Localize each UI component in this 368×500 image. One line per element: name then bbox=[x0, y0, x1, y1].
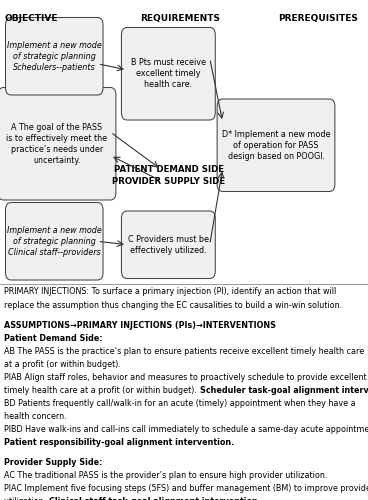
Text: AC The traditional PASS is the provider’s plan to ensure high provider utilizati: AC The traditional PASS is the provider’… bbox=[4, 471, 328, 480]
Text: PREREQUISITES: PREREQUISITES bbox=[278, 14, 358, 23]
FancyBboxPatch shape bbox=[6, 202, 103, 280]
Text: AB The PASS is the practice’s plan to ensure patients receive excellent timely h: AB The PASS is the practice’s plan to en… bbox=[4, 346, 365, 356]
Text: C Providers must be
effectively utilized.: C Providers must be effectively utilized… bbox=[128, 234, 209, 255]
Text: timely health care at a profit (or within budget).: timely health care at a profit (or withi… bbox=[4, 386, 200, 394]
Text: ASSUMPTIONS→PRIMARY INJECTIONS (PIs)→INTERVENTIONS: ASSUMPTIONS→PRIMARY INJECTIONS (PIs)→INT… bbox=[4, 320, 276, 330]
Text: PATIENT DEMAND SIDE: PATIENT DEMAND SIDE bbox=[114, 165, 223, 174]
Text: Patient Demand Side:: Patient Demand Side: bbox=[4, 334, 103, 342]
Text: health concern.: health concern. bbox=[4, 412, 67, 420]
FancyBboxPatch shape bbox=[217, 99, 335, 192]
Text: OBJECTIVE: OBJECTIVE bbox=[4, 14, 58, 23]
Text: replace the assumption thus changing the EC causalities to build a win-win solut: replace the assumption thus changing the… bbox=[4, 300, 343, 310]
Text: B Pts must receive
excellent timely
health care.: B Pts must receive excellent timely heal… bbox=[131, 58, 206, 90]
Text: BD Patients frequently call/walk-in for an acute (timely) appointment when they : BD Patients frequently call/walk-in for … bbox=[4, 398, 356, 407]
FancyBboxPatch shape bbox=[121, 211, 215, 278]
FancyBboxPatch shape bbox=[0, 88, 116, 200]
Text: Patient responsibility-goal alignment intervention.: Patient responsibility-goal alignment in… bbox=[4, 438, 235, 446]
Text: PROVIDER SUPPLY SIDE: PROVIDER SUPPLY SIDE bbox=[112, 176, 225, 186]
Text: Implement a new mode
of strategic planning
Clinical staff--providers: Implement a new mode of strategic planni… bbox=[7, 226, 102, 257]
Text: PIBD Have walk-ins and call-ins call immediately to schedule a same-day acute ap: PIBD Have walk-ins and call-ins call imm… bbox=[4, 424, 368, 434]
Text: utilization.: utilization. bbox=[4, 497, 49, 500]
Text: PIAB Align staff roles, behavior and measures to proactively schedule to provide: PIAB Align staff roles, behavior and mea… bbox=[4, 372, 367, 382]
Text: Implement a new mode
of strategic planning
Schedulers--patients: Implement a new mode of strategic planni… bbox=[7, 40, 102, 72]
FancyBboxPatch shape bbox=[121, 28, 215, 120]
FancyBboxPatch shape bbox=[6, 18, 103, 95]
Text: PIAC Implement five focusing steps (5FS) and buffer management (BM) to improve p: PIAC Implement five focusing steps (5FS)… bbox=[4, 484, 368, 493]
Text: REQUIREMENTS: REQUIREMENTS bbox=[140, 14, 220, 23]
Text: Clinical staff task-goal alignment intervention.: Clinical staff task-goal alignment inter… bbox=[49, 497, 261, 500]
Text: D* Implement a new mode
of operation for PASS
design based on POOGI.: D* Implement a new mode of operation for… bbox=[222, 130, 330, 161]
Text: Provider Supply Side:: Provider Supply Side: bbox=[4, 458, 103, 467]
Text: Scheduler task-goal alignment intervention.: Scheduler task-goal alignment interventi… bbox=[200, 386, 368, 394]
Text: at a profit (or within budget).: at a profit (or within budget). bbox=[4, 360, 121, 368]
Text: A The goal of the PASS
is to effectively meet the
practice’s needs under
uncerta: A The goal of the PASS is to effectively… bbox=[7, 122, 107, 165]
Text: PRIMARY INJECTIONS: To surface a primary injection (PI), identify an action that: PRIMARY INJECTIONS: To surface a primary… bbox=[4, 288, 337, 296]
